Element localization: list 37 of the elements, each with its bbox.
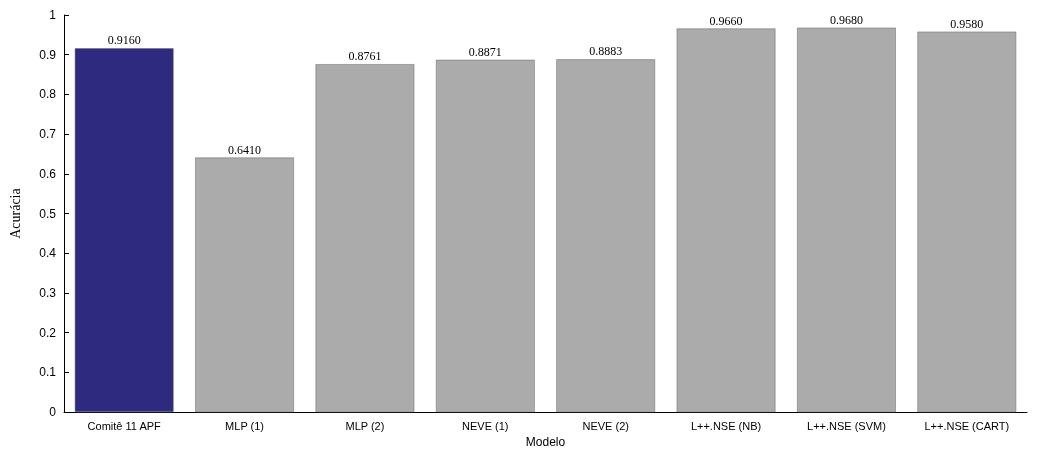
y-tick-label: 0.8	[39, 87, 57, 102]
data-label: 0.9680	[829, 12, 863, 27]
bar	[797, 27, 896, 413]
x-tick-label: Comitê 11 APF	[87, 419, 162, 432]
y-tick-label: 0.3	[39, 285, 57, 300]
bar	[917, 31, 1017, 413]
bar	[556, 59, 656, 413]
x-tick-label: L++.NSE (CART)	[924, 419, 1010, 432]
data-label: 0.9660	[709, 13, 743, 28]
bar	[315, 64, 415, 413]
bar	[435, 59, 535, 413]
data-label: 0.9580	[950, 16, 984, 31]
data-label: 0.6410	[228, 142, 262, 157]
bar	[195, 157, 294, 413]
y-tick-label: 1	[49, 8, 57, 22]
y-tick-label: 0.4	[39, 246, 57, 261]
data-label: 0.8883	[589, 44, 623, 59]
data-label: 0.8761	[348, 49, 382, 64]
x-axis-title: Modelo	[525, 435, 566, 449]
y-tick-label: 0.6	[39, 166, 57, 181]
data-label: 0.9160	[107, 33, 141, 48]
y-tick-label: 0.5	[39, 206, 57, 221]
x-tick-label: NEVE (2)	[582, 419, 629, 432]
x-tick-label: L++.NSE (SVM)	[807, 419, 886, 432]
x-tick-label: L++.NSE (NB)	[690, 419, 762, 432]
data-label: 0.8871	[468, 44, 502, 59]
y-tick-label: 0.2	[39, 325, 57, 340]
y-tick-label: 0.7	[39, 127, 57, 142]
bar	[676, 28, 776, 413]
y-axis-title: Acurácia	[7, 187, 23, 239]
y-tick-label: 0	[49, 405, 57, 420]
x-tick-label: MLP (2)	[345, 419, 385, 432]
x-tick-label: NEVE (1)	[462, 419, 509, 432]
x-tick-label: MLP (1)	[225, 419, 265, 432]
y-tick-label: 0.9	[39, 47, 57, 62]
bar	[74, 48, 174, 413]
y-tick-label: 0.1	[39, 365, 57, 380]
